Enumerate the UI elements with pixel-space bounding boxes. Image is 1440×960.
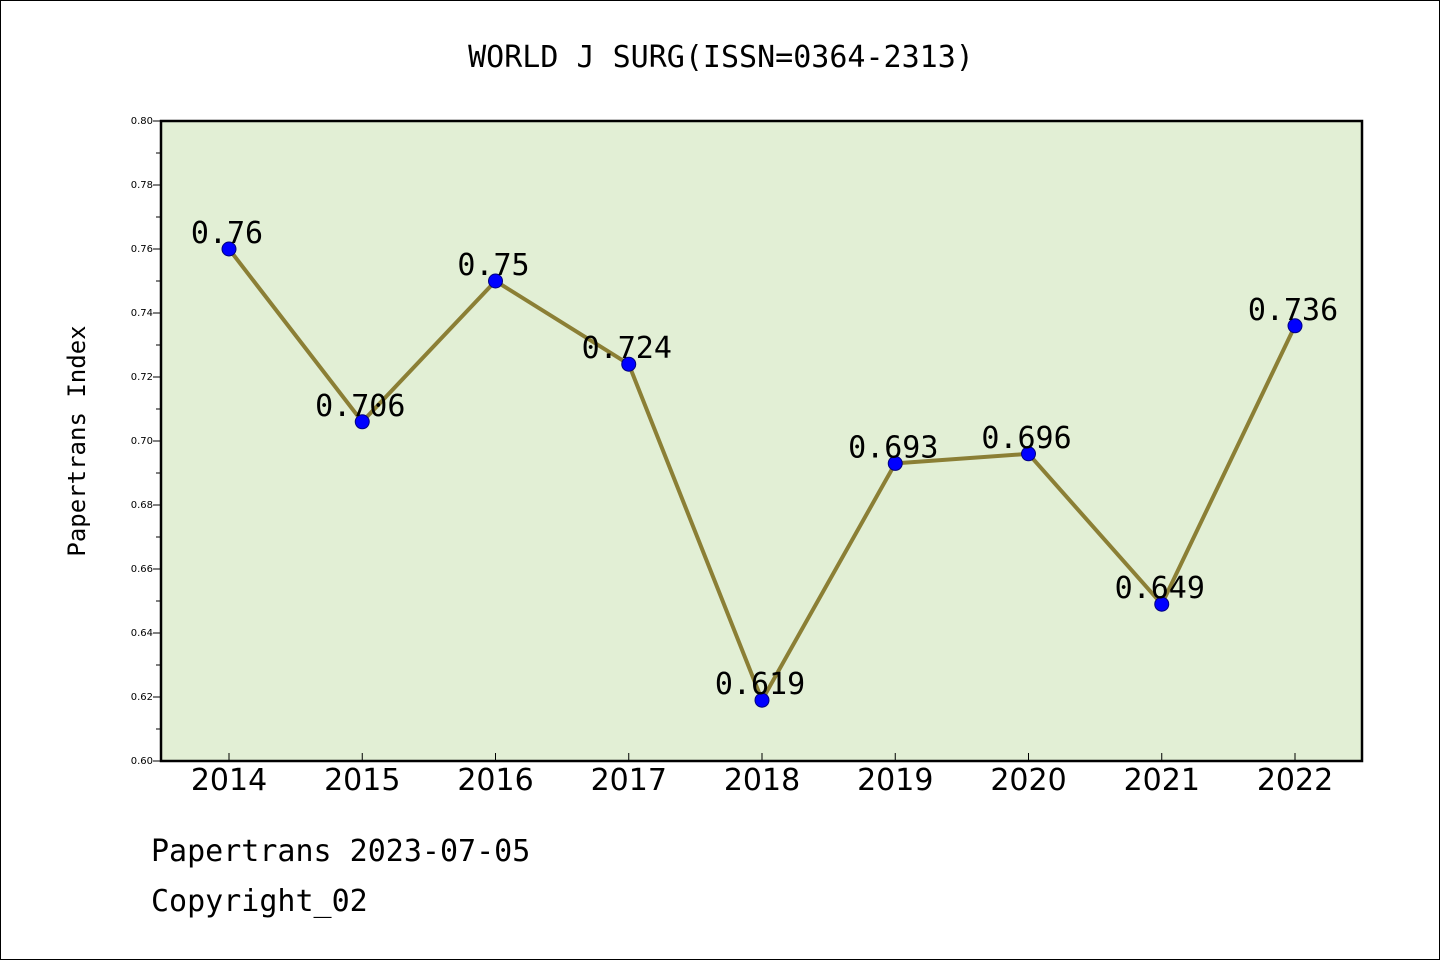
data-label: 0.696	[981, 421, 1071, 456]
data-label: 0.706	[315, 389, 405, 424]
x-tick-label: 2016	[457, 763, 533, 798]
data-point	[354, 414, 370, 430]
y-tick-label: 0.68	[131, 500, 153, 511]
chart-title: WORLD J SURG(ISSN=0364-2313)	[468, 40, 974, 75]
x-tick-label: 2018	[724, 763, 800, 798]
data-point	[887, 455, 903, 471]
y-tick-label: 0.80	[131, 116, 153, 127]
x-tick-label: 2014	[191, 763, 267, 798]
plot-frame	[159, 119, 1364, 763]
x-tick-label: 2019	[857, 763, 933, 798]
data-point	[221, 241, 237, 257]
data-label: 0.75	[457, 248, 529, 283]
data-label: 0.724	[582, 331, 672, 366]
y-tick-label: 0.64	[131, 628, 153, 639]
data-point	[1021, 446, 1036, 462]
y-axis-label: Papertrans Index	[63, 325, 91, 556]
data-point	[1154, 596, 1170, 612]
y-tick-label: 0.60	[131, 756, 153, 767]
footer-copyright: Copyright_02	[151, 884, 368, 919]
x-tick-label: 2022	[1257, 763, 1333, 798]
y-tick-label: 0.74	[131, 308, 153, 319]
y-tick-label: 0.76	[131, 244, 153, 255]
x-tick-label: 2017	[591, 763, 667, 798]
y-tick-label: 0.70	[131, 436, 153, 447]
data-point	[621, 356, 637, 372]
data-label: 0.619	[715, 667, 805, 702]
y-tick-label: 0.72	[131, 372, 153, 383]
data-point	[754, 692, 770, 708]
y-tick-label: 0.66	[131, 564, 153, 575]
data-label: 0.693	[848, 430, 938, 465]
data-label: 0.76	[191, 216, 263, 251]
x-tick-label: 2021	[1124, 763, 1200, 798]
plot-area	[161, 121, 1362, 761]
y-tick-label: 0.62	[131, 692, 153, 703]
footer-source: Papertrans 2023-07-05	[151, 834, 531, 869]
y-tick-label: 0.78	[131, 180, 153, 191]
data-point	[1287, 318, 1303, 334]
x-tick-label: 2015	[324, 763, 400, 798]
x-tick-label: 2020	[990, 763, 1066, 798]
data-point	[488, 273, 503, 289]
data-label: 0.649	[1115, 571, 1205, 606]
data-label: 0.736	[1248, 293, 1338, 328]
